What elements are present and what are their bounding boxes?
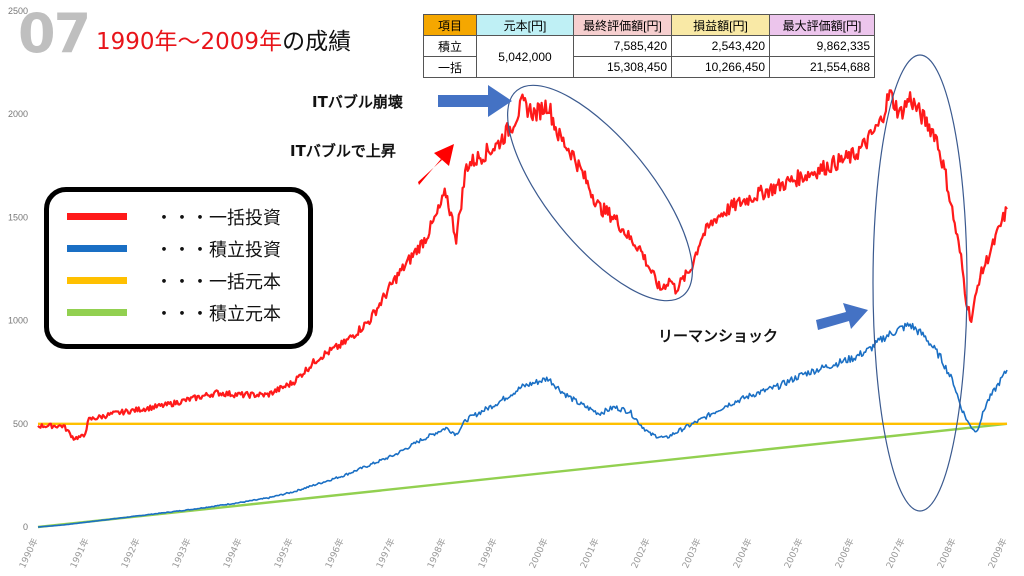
- col-header-profit: 損益額[円]: [671, 14, 770, 36]
- legend-label: ・・・一括元本: [155, 272, 281, 293]
- y-tick-label: 2000: [8, 109, 28, 119]
- legend-item: ・・・一括投資: [63, 204, 303, 234]
- x-tick-label: 2005年: [781, 536, 805, 570]
- legend-swatch: [67, 277, 127, 284]
- page-title-suffix: の成績: [282, 29, 352, 55]
- row-label: 一括: [423, 56, 477, 78]
- col-header-item: 項目: [423, 14, 477, 36]
- annotation-lehman: リーマンショック: [658, 327, 779, 345]
- legend-label: ・・・一括投資: [155, 208, 281, 229]
- lehman-arrow-icon: [816, 303, 868, 330]
- legend-item: ・・・一括元本: [63, 268, 303, 298]
- x-tick-label: 1996年: [322, 536, 346, 570]
- lehman-ellipse: [872, 54, 968, 512]
- chart-series: [37, 89, 1008, 529]
- x-axis-ticks: 1990年 1991年 1992年 1993年 1994年 1995年 1996年 1997年…: [16, 536, 1009, 570]
- col-header-final: 最終評価額[円]: [573, 14, 672, 36]
- summary-table-header: 項目 元本[円] 最終評価額[円] 損益額[円] 最大評価額[円]: [423, 14, 875, 36]
- annotation-it-crash: ITバブル崩壊: [312, 93, 403, 111]
- x-tick-label: 2001年: [577, 536, 601, 570]
- col-header-principal: 元本[円]: [476, 14, 574, 36]
- x-tick-label: 1990年: [16, 536, 40, 570]
- row-label: 積立: [423, 35, 477, 57]
- max-cell: 9,862,335: [769, 35, 875, 57]
- x-tick-label: 2004年: [730, 536, 754, 570]
- x-tick-label: 1991年: [67, 536, 91, 570]
- profit-cell: 10,266,450: [671, 56, 770, 78]
- x-tick-label: 2000年: [526, 536, 550, 570]
- legend-swatch: [67, 245, 127, 252]
- x-tick-label: 1997年: [373, 536, 397, 570]
- legend-swatch: [67, 213, 127, 220]
- it-rise-arrow-icon: [418, 144, 454, 185]
- series-line-一括投資: [37, 89, 1008, 441]
- x-tick-label: 1995年: [271, 536, 295, 570]
- x-tick-label: 2003年: [679, 536, 703, 570]
- y-axis-ticks: 0 500 1000 1500 2000 2500: [8, 6, 28, 532]
- x-tick-label: 1998年: [424, 536, 448, 570]
- it-crash-ellipse: [507, 84, 693, 302]
- section-number: 07: [18, 2, 91, 65]
- y-tick-label: 1000: [8, 316, 28, 326]
- legend-item: ・・・積立元本: [63, 300, 303, 330]
- y-tick-label: 0: [23, 522, 28, 532]
- principal-cell: 5,042,000: [476, 35, 574, 78]
- table-row: 一括 15,308,450 10,266,450 21,554,688: [423, 56, 875, 78]
- series-line-積立元本: [37, 422, 1008, 529]
- legend-label: ・・・積立投資: [155, 240, 281, 261]
- x-tick-label: 2002年: [628, 536, 652, 570]
- y-tick-label: 500: [13, 419, 28, 429]
- legend: ・・・一括投資 ・・・積立投資 ・・・一括元本 ・・・積立元本: [44, 187, 313, 349]
- profit-cell: 2,543,420: [671, 35, 770, 57]
- legend-item: ・・・積立投資: [63, 236, 303, 266]
- series-line-積立投資: [37, 322, 1008, 528]
- x-tick-label: 1993年: [169, 536, 193, 570]
- x-tick-label: 2006年: [832, 536, 856, 570]
- x-tick-label: 2009年: [985, 536, 1009, 570]
- final-cell: 7,585,420: [573, 35, 672, 57]
- x-tick-label: 1999年: [475, 536, 499, 570]
- legend-swatch: [67, 309, 127, 316]
- final-cell: 15,308,450: [573, 56, 672, 78]
- chart-annotations: [418, 54, 968, 512]
- x-tick-label: 2008年: [934, 536, 958, 570]
- legend-label: ・・・積立元本: [155, 304, 281, 325]
- x-tick-label: 1994年: [220, 536, 244, 570]
- summary-table: 項目 元本[円] 最終評価額[円] 損益額[円] 最大評価額[円] 積立 5,0…: [423, 14, 875, 78]
- table-row: 積立 5,042,000 7,585,420 2,543,420 9,862,3…: [423, 35, 875, 78]
- it-crash-arrow-icon: [438, 85, 512, 117]
- max-cell: 21,554,688: [769, 56, 875, 78]
- y-tick-label: 2500: [8, 6, 28, 16]
- x-tick-label: 2007年: [883, 536, 907, 570]
- y-tick-label: 1500: [8, 212, 28, 222]
- col-header-max: 最大評価額[円]: [769, 14, 875, 36]
- page-title: 1990年～2009年の成績: [96, 22, 351, 56]
- page-title-period: 1990年～2009年: [96, 29, 283, 55]
- x-tick-label: 1992年: [118, 536, 142, 570]
- annotation-it-rise: ITバブルで上昇: [290, 142, 396, 160]
